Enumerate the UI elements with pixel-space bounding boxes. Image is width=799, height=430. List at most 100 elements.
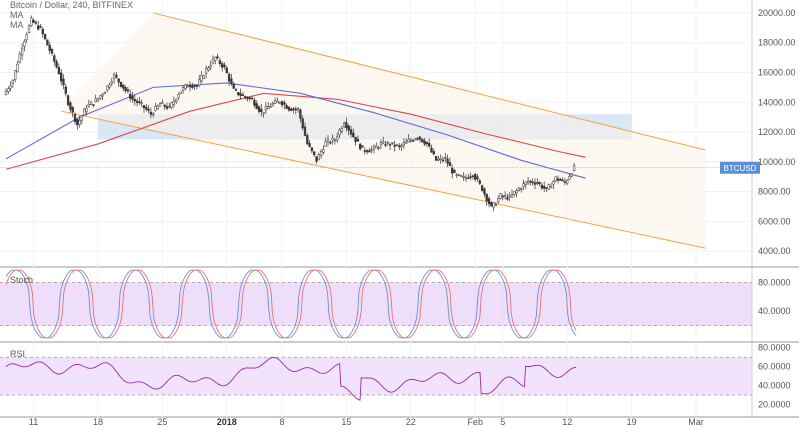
candle-body: [126, 89, 130, 92]
candle-body: [18, 53, 21, 63]
candle-body: [303, 126, 307, 136]
candle-body: [108, 84, 111, 88]
candle-body: [94, 98, 97, 102]
stoch-d-line: [5, 269, 577, 339]
candle-body: [354, 136, 357, 143]
candle-body: [241, 94, 245, 96]
candle-body: [487, 198, 491, 205]
candle-body: [280, 101, 284, 106]
candle-body: [536, 182, 539, 184]
candle-body: [147, 108, 150, 111]
candle-body: [315, 156, 318, 162]
candle-body: [34, 21, 38, 24]
candle-body: [379, 142, 383, 146]
candle-body: [554, 176, 557, 181]
candle-body: [103, 92, 107, 94]
rsi-band: [0, 357, 752, 396]
candle-body: [483, 188, 486, 195]
candle-body: [232, 83, 235, 89]
candle-body: [112, 73, 116, 79]
candle-body: [163, 104, 166, 107]
ma-legend-2: MA: [10, 20, 24, 30]
candle-body: [336, 136, 339, 141]
candle-body: [253, 99, 256, 106]
candle-body: [4, 90, 8, 96]
time-tick-label: 22: [406, 417, 416, 427]
candle-body: [437, 158, 440, 161]
candle-body: [92, 104, 95, 106]
candle-body: [430, 147, 433, 153]
rsi-tick-label: 80.0000: [758, 343, 791, 353]
candle-body: [469, 176, 472, 178]
candle-body: [285, 104, 288, 109]
candle-body: [87, 104, 90, 107]
candle-body: [195, 85, 199, 87]
candle-body: [198, 79, 201, 86]
candle-body: [142, 105, 146, 109]
time-tick-label: 2018: [217, 417, 237, 427]
candle-body: [453, 169, 456, 173]
candle-body: [439, 157, 442, 160]
candle-body: [296, 108, 300, 111]
candle-body: [246, 97, 249, 100]
candle-body: [368, 150, 371, 153]
candle-body: [515, 190, 518, 194]
chart-title: Bitcoin / Dollar, 240, BITFINEX: [10, 0, 134, 10]
candle-body: [221, 63, 224, 68]
candle-body: [48, 44, 51, 51]
candle-body: [154, 106, 157, 111]
candle-body: [559, 179, 562, 181]
time-tick-label: 11: [29, 417, 38, 427]
candle-body: [363, 150, 366, 152]
price-tick-label: 8000.00: [758, 187, 791, 197]
candle-body: [177, 94, 180, 98]
candle-body: [283, 102, 286, 105]
rsi-tick-label: 40.0000: [758, 381, 791, 391]
candle-body: [446, 158, 449, 164]
candle-body: [223, 64, 226, 67]
candle-body: [549, 186, 553, 189]
candle-body: [400, 144, 403, 148]
candle-body: [402, 142, 406, 146]
candle-body: [299, 109, 302, 119]
candle-body: [32, 20, 35, 23]
candle-body: [7, 88, 10, 92]
candle-body: [25, 34, 28, 41]
candle-body: [540, 184, 544, 189]
candle-body: [9, 85, 12, 89]
candle-body: [96, 97, 100, 102]
candle-body: [239, 93, 242, 96]
candle-body: [170, 102, 173, 108]
candle-body: [161, 102, 164, 104]
candle-body: [471, 175, 475, 177]
candle-body: [145, 107, 148, 110]
price-tick-label: 12000.00: [758, 127, 796, 137]
candle-body: [372, 145, 376, 150]
stoch-tick-label: 80.0000: [758, 277, 791, 287]
time-tick-label: 5: [500, 417, 505, 427]
candle-body: [80, 115, 84, 121]
candle-body: [188, 84, 192, 88]
candle-body: [552, 181, 555, 185]
candle-body: [317, 154, 320, 161]
price-tick-label: 14000.00: [758, 97, 796, 107]
candle-body: [264, 106, 268, 111]
candle-body: [276, 100, 279, 103]
candle-body: [64, 86, 67, 94]
candle-body: [11, 80, 15, 85]
candle-body: [260, 108, 263, 113]
rsi-line: [5, 357, 576, 401]
candle-body: [30, 17, 33, 27]
candle-body: [278, 101, 281, 104]
candle-body: [416, 137, 419, 140]
candle-body: [85, 108, 88, 113]
candle-body: [184, 84, 187, 89]
candle-body: [267, 106, 270, 110]
candle-body: [207, 67, 210, 71]
candle-body: [60, 72, 63, 82]
candle-body: [460, 175, 463, 178]
candle-body: [257, 106, 261, 112]
candle-body: [216, 56, 219, 59]
candle-body: [517, 187, 521, 191]
ma-legend-1: MA: [10, 10, 24, 20]
